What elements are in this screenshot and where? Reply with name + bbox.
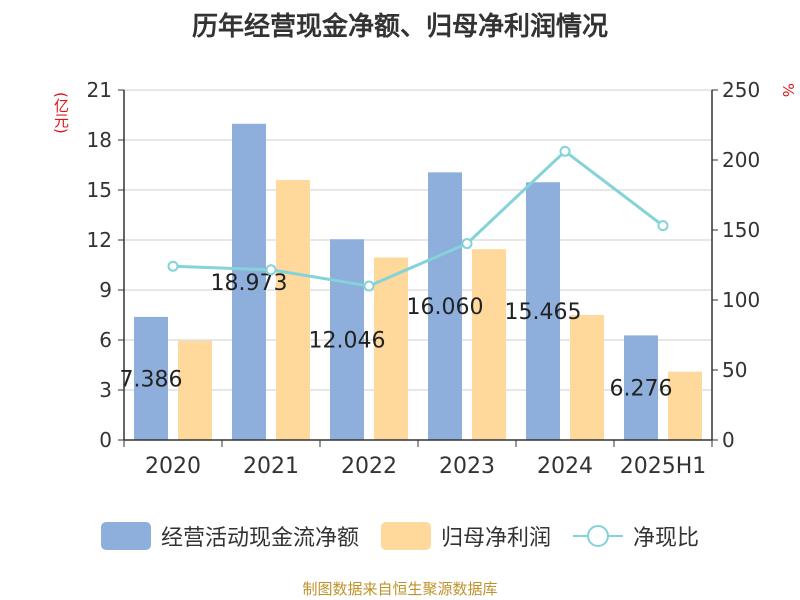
right-axis-tick-label: 0 bbox=[722, 428, 735, 452]
legend-swatch-cash-ratio bbox=[573, 525, 623, 547]
legend-swatch-net-profit bbox=[380, 522, 431, 550]
line-point-cash-ratio bbox=[167, 260, 179, 272]
bar-data-label: 6.276 bbox=[610, 377, 673, 402]
right-axis-tick-label: 100 bbox=[722, 288, 760, 312]
line-point-cash-ratio bbox=[265, 264, 277, 276]
legend-item-cash-ratio[interactable]: 净现比 bbox=[573, 520, 699, 552]
bar-net-profit bbox=[472, 249, 506, 440]
legend-label-net-profit: 归母净利润 bbox=[440, 526, 551, 551]
line-point-cash-ratio bbox=[461, 238, 473, 250]
bar-net-profit bbox=[374, 257, 408, 440]
left-axis-tick-label: 12 bbox=[87, 228, 112, 252]
bar-net-profit bbox=[570, 315, 604, 440]
legend-label-cash-ratio: 净现比 bbox=[633, 526, 700, 551]
legend-swatch-operating-cash-flow bbox=[100, 522, 151, 550]
chart-title: 历年经营现金净额、归母净利润情况 bbox=[191, 12, 608, 42]
bar-operating-cash-flow bbox=[526, 182, 560, 440]
left-axis-tick-label: 15 bbox=[87, 178, 112, 202]
x-axis-tick-label: 2021 bbox=[243, 454, 299, 479]
line-point-cash-ratio bbox=[363, 280, 375, 292]
bar-data-label: 7.386 bbox=[120, 367, 183, 392]
line-point-cash-ratio bbox=[559, 145, 571, 157]
bar-net-profit bbox=[178, 340, 212, 440]
bar-operating-cash-flow bbox=[624, 335, 658, 440]
legend: 经营活动现金流净额 归母净利润 净现比 bbox=[0, 518, 800, 554]
bar-operating-cash-flow bbox=[428, 172, 462, 441]
line-cash-ratio bbox=[172, 149, 664, 288]
legend-item-net-profit[interactable]: 归母净利润 bbox=[380, 520, 551, 552]
bar-operating-cash-flow bbox=[330, 239, 364, 440]
right-axis-tick-label: 250 bbox=[722, 78, 760, 102]
right-axis-tick-label: 200 bbox=[722, 148, 760, 172]
right-axis-tick-label: 150 bbox=[722, 218, 760, 242]
bar-net-profit bbox=[668, 371, 702, 440]
left-axis-tick-label: 9 bbox=[99, 278, 112, 302]
x-axis-tick-label: 2023 bbox=[439, 454, 495, 479]
bar-net-profit bbox=[276, 180, 310, 440]
left-axis-tick-label: 0 bbox=[99, 428, 112, 452]
left-axis-unit: (亿元) bbox=[52, 92, 70, 134]
line-point-cash-ratio bbox=[657, 220, 669, 232]
bar-operating-cash-flow bbox=[232, 123, 266, 441]
right-axis-unit: % bbox=[779, 83, 797, 98]
legend-item-operating-cash-flow[interactable]: 经营活动现金流净额 bbox=[100, 520, 359, 552]
legend-label-operating-cash-flow: 经营活动现金流净额 bbox=[160, 526, 359, 551]
left-axis-tick-label: 3 bbox=[99, 378, 112, 402]
x-axis-tick-label: 2022 bbox=[341, 454, 397, 479]
source-note: 制图数据来自恒生聚源数据库 bbox=[302, 580, 498, 598]
bar-data-label: 18.973 bbox=[211, 271, 288, 296]
x-axis-tick-label: 2025H1 bbox=[620, 454, 707, 479]
bar-data-label: 12.046 bbox=[309, 329, 386, 354]
bar-operating-cash-flow bbox=[134, 316, 168, 440]
bar-data-label: 16.060 bbox=[407, 295, 484, 320]
left-axis-tick-label: 21 bbox=[87, 78, 112, 102]
right-axis-tick-label: 50 bbox=[722, 358, 747, 382]
x-axis-tick-label: 2024 bbox=[537, 454, 593, 479]
x-axis-tick-label: 2020 bbox=[145, 454, 201, 479]
bar-data-label: 15.465 bbox=[505, 300, 582, 325]
left-axis-tick-label: 18 bbox=[87, 128, 112, 152]
left-axis-tick-label: 6 bbox=[99, 328, 112, 352]
